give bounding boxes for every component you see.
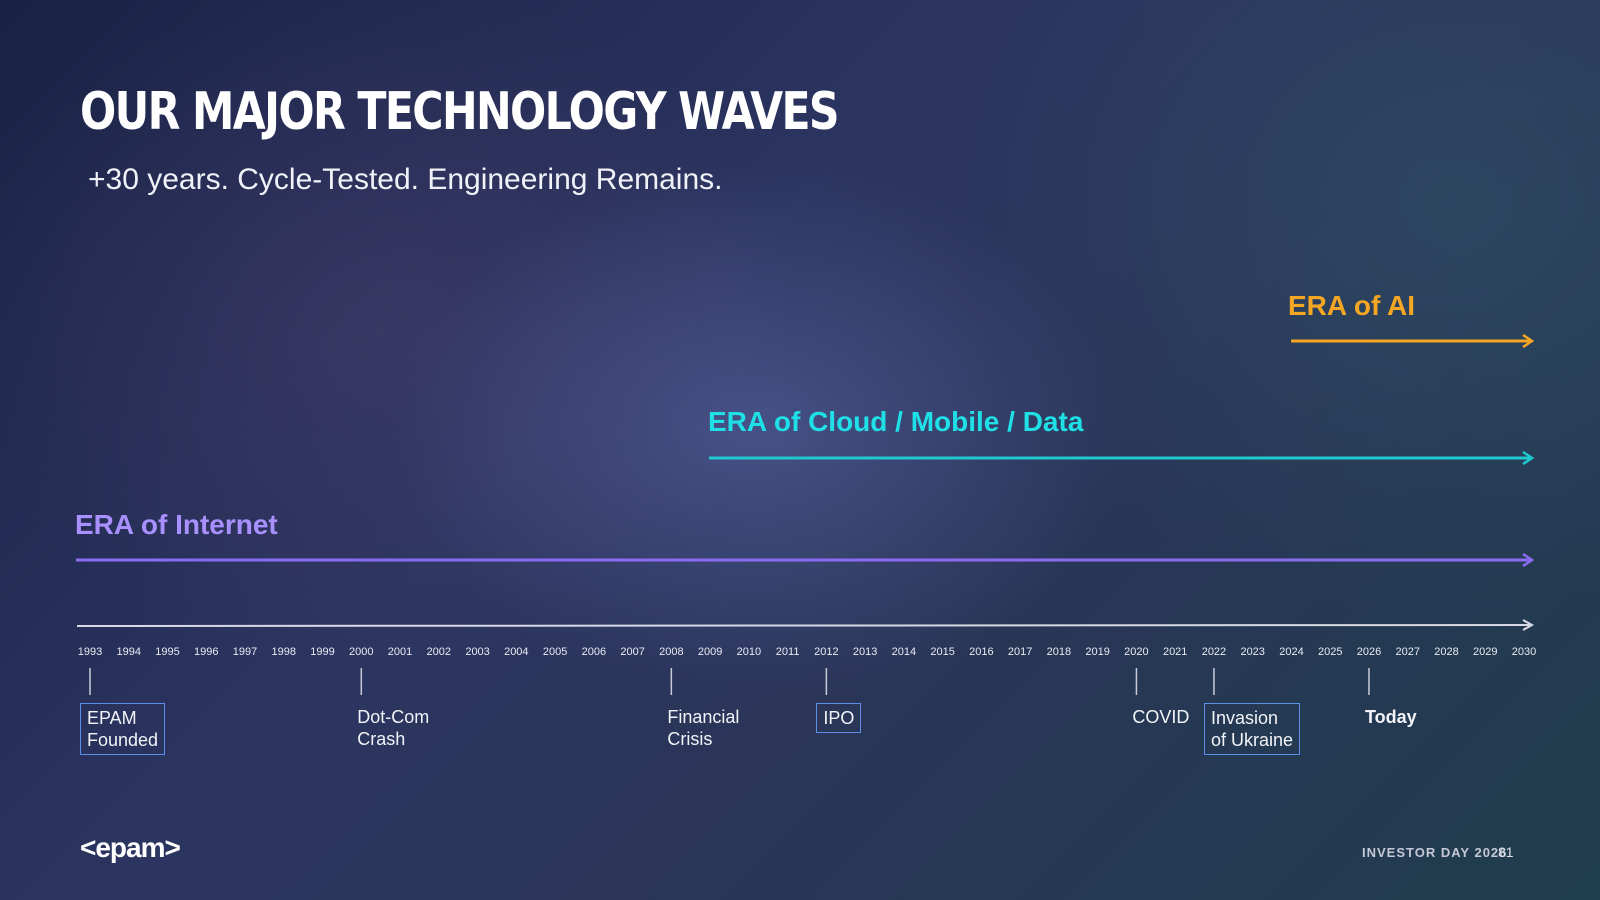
event-label-line2: Crisis (667, 729, 713, 749)
year-label: 2026 (1356, 646, 1382, 658)
event-label-line1: Invasion (1210, 708, 1278, 728)
event-ipo: IPO (816, 703, 862, 733)
epam-logo: <epam> (80, 832, 181, 863)
event-epam: EPAM Founded (80, 703, 166, 755)
year-label: 1996 (194, 646, 219, 658)
year-label: 2011 (775, 646, 800, 658)
event-label-line2: Founded (87, 730, 159, 750)
event-dot-com: Dot-Com Crash (351, 703, 435, 753)
year-label: 2030 (1511, 646, 1537, 658)
era-arrowhead-cloud (1522, 450, 1535, 466)
year-label: 2023 (1240, 646, 1265, 658)
event-label-line1: COVID (1132, 707, 1190, 727)
year-label: 2014 (891, 646, 917, 658)
year-label: 2006 (581, 646, 607, 658)
event-invasion: Invasion of Ukraine (1203, 703, 1300, 755)
event-label-line2: of Ukraine (1210, 730, 1293, 750)
year-label: 2007 (620, 646, 645, 658)
timeline-axis (76, 624, 1531, 627)
year-label: 2027 (1395, 646, 1420, 658)
year-label: 2013 (852, 646, 878, 658)
event-label-line1: IPO (823, 708, 855, 728)
era-label-ai: ERA of AI (1288, 290, 1416, 321)
event-label-line2: Crash (357, 729, 406, 749)
year-label: 2009 (697, 646, 723, 658)
timeline-axis-arrowhead (1522, 619, 1535, 631)
event-label-line1: Dot-Com (357, 707, 430, 727)
year-label: 2012 (814, 646, 839, 658)
year-label: 1995 (155, 646, 180, 658)
event-label-line1: EPAM (87, 708, 137, 728)
year-label: 2003 (465, 646, 490, 658)
era-label-cloud: ERA of Cloud / Mobile / Data (708, 406, 1084, 437)
year-label: 2024 (1279, 646, 1304, 658)
year-label: 2002 (426, 646, 452, 658)
year-label: 2008 (659, 646, 684, 658)
page-number: 81 (1498, 844, 1514, 860)
year-label: 2028 (1434, 646, 1459, 658)
year-label: 1998 (271, 646, 297, 658)
year-label: 2018 (1046, 646, 1072, 658)
event-today: Today (1359, 703, 1423, 731)
era-label-internet: ERA of Internet (75, 509, 278, 540)
year-label: 2005 (542, 646, 568, 658)
event-label-line1: Today (1364, 707, 1417, 727)
year-label: 2017 (1007, 646, 1033, 658)
year-label: 2015 (930, 646, 955, 658)
year-label: 2022 (1201, 646, 1227, 658)
year-label: 2004 (504, 646, 529, 658)
year-label: 2020 (1124, 646, 1149, 658)
year-label: 2000 (349, 646, 374, 658)
year-label: 2029 (1472, 646, 1498, 658)
year-label: 2019 (1085, 646, 1110, 658)
event-covid: COVID (1126, 703, 1195, 731)
year-label: 2010 (736, 646, 762, 658)
year-label: 1997 (232, 646, 258, 658)
page-title: OUR MAJOR TECHNOLOGY WAVES (80, 82, 840, 142)
year-label: 1993 (77, 646, 103, 658)
year-label: 1994 (116, 646, 141, 658)
year-label: 2016 (969, 646, 994, 658)
event-financial: Financial Crisis (661, 703, 745, 753)
year-label: 2001 (387, 646, 413, 658)
era-arrowhead-internet (1522, 552, 1535, 568)
year-label: 1999 (310, 646, 335, 658)
era-arrowhead-ai (1522, 333, 1535, 349)
footer-event: INVESTOR DAY 2026 (1362, 845, 1508, 860)
year-label: 2021 (1162, 646, 1188, 658)
page-subtitle: +30 years. Cycle-Tested. Engineering Rem… (88, 163, 723, 196)
year-label: 2025 (1317, 646, 1343, 658)
event-label-line1: Financial (667, 707, 740, 727)
